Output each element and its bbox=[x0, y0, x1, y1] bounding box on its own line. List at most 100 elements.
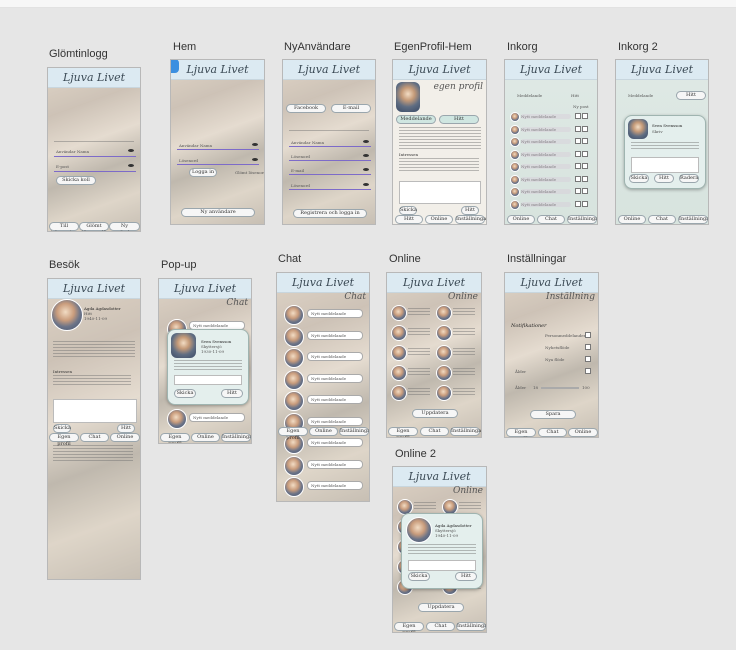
message-bubble[interactable]: Nytt meddelande bbox=[307, 373, 363, 383]
message-bubble[interactable]: Nytt meddelande bbox=[307, 459, 363, 469]
delete-checkbox[interactable] bbox=[582, 150, 588, 157]
popup-input[interactable] bbox=[408, 560, 476, 571]
message-bubble[interactable]: Nytt meddelande bbox=[307, 395, 363, 404]
message-popup[interactable]: Sven Svensson Skriv Skicka Hitt Radera bbox=[624, 115, 706, 189]
username-field[interactable]: Användar Namn bbox=[291, 140, 325, 145]
delete-checkbox[interactable] bbox=[582, 138, 588, 144]
tab-online[interactable]: Online bbox=[507, 215, 535, 224]
tab-online[interactable]: Online bbox=[191, 433, 220, 442]
delete-button[interactable]: Radera bbox=[679, 174, 699, 183]
tab-online[interactable]: Online bbox=[568, 428, 598, 437]
message-row[interactable] bbox=[521, 126, 571, 132]
message-preview[interactable]: Nytt meddelande bbox=[521, 139, 557, 144]
send-button[interactable]: Skicka bbox=[399, 206, 417, 215]
hitt-button[interactable]: Hitt bbox=[455, 572, 477, 581]
user-avatar[interactable] bbox=[391, 345, 407, 361]
tab-own-profile[interactable]: Egen profil bbox=[394, 622, 424, 632]
message-row[interactable] bbox=[521, 114, 571, 119]
send-button[interactable]: Skicka bbox=[629, 174, 649, 183]
reply-input[interactable] bbox=[631, 157, 699, 173]
contact-avatar[interactable] bbox=[284, 305, 304, 325]
user-avatar[interactable] bbox=[436, 385, 452, 401]
contact-avatar[interactable] bbox=[284, 477, 304, 497]
frame-hem[interactable]: Ljuva Livet Användar Namn Lösenord Logga… bbox=[170, 59, 265, 225]
read-checkbox[interactable] bbox=[575, 200, 581, 207]
user-avatar[interactable] bbox=[436, 325, 452, 341]
email-field[interactable]: E-mail bbox=[291, 168, 305, 173]
hitt-button[interactable]: Hitt bbox=[654, 174, 674, 183]
contact-avatar[interactable] bbox=[284, 348, 304, 368]
message-bubble[interactable]: Nytt meddelande bbox=[307, 352, 363, 361]
frame-inkorg2[interactable]: Ljuva Livet Meddelande Hitt Sven Svensso… bbox=[615, 59, 709, 225]
tab-settings[interactable]: Inställningar bbox=[456, 622, 487, 631]
user-avatar[interactable] bbox=[436, 305, 452, 321]
age-checkbox[interactable] bbox=[585, 368, 591, 374]
tab-chat[interactable]: Chat bbox=[426, 622, 455, 631]
message-preview[interactable]: Nytt meddelande bbox=[521, 176, 557, 182]
read-checkbox[interactable] bbox=[575, 125, 581, 132]
eye-icon[interactable] bbox=[363, 168, 369, 171]
read-checkbox[interactable] bbox=[575, 113, 581, 119]
tab-settings[interactable]: Inställningar bbox=[221, 433, 252, 442]
frame-online2[interactable]: Ljuva Livet Online Agda Agdasdotter Skyt… bbox=[392, 466, 487, 633]
message-bubble[interactable]: Nytt meddelande bbox=[307, 438, 363, 447]
read-checkbox[interactable] bbox=[575, 188, 581, 194]
tab-hitt[interactable]: Hitt bbox=[395, 215, 423, 224]
email-field[interactable]: E-post bbox=[56, 164, 69, 169]
message-tab[interactable]: Meddelande bbox=[396, 115, 436, 124]
tab-online[interactable]: Online bbox=[425, 215, 453, 224]
delete-checkbox[interactable] bbox=[582, 188, 588, 194]
send-button[interactable]: Skicka bbox=[408, 572, 430, 581]
email-tab[interactable]: E-mail bbox=[331, 104, 371, 113]
facebook-tab[interactable]: Facebook bbox=[286, 104, 326, 113]
message-preview[interactable]: Nytt meddelande bbox=[521, 189, 557, 194]
tab-own-profile[interactable]: Egen profil bbox=[160, 433, 190, 443]
tab-own-profile[interactable]: Egen profil bbox=[49, 433, 79, 447]
frame-nyanvandare[interactable]: Ljuva Livet Facebook E-mail Användar Nam… bbox=[282, 59, 376, 225]
delete-checkbox[interactable] bbox=[582, 200, 588, 207]
tab-chat[interactable]: Chat bbox=[80, 433, 109, 442]
tab-to-login[interactable]: Till inloggning bbox=[49, 222, 79, 231]
profile-popup[interactable]: Sven Svensson Skyttersjö 1930-11-09 Skic… bbox=[167, 329, 249, 405]
eye-icon[interactable] bbox=[252, 143, 258, 146]
contact-avatar[interactable] bbox=[284, 391, 304, 411]
hitt-tab[interactable]: Hitt bbox=[571, 93, 579, 98]
tab-chat[interactable]: Chat bbox=[420, 427, 449, 436]
message-tab[interactable]: Meddelande bbox=[628, 93, 654, 98]
username-field[interactable]: Användar Namn bbox=[56, 149, 90, 154]
user-avatar[interactable] bbox=[436, 365, 452, 381]
message-row[interactable] bbox=[521, 189, 571, 194]
delete-checkbox[interactable] bbox=[582, 113, 588, 119]
message-bubble[interactable]: Nytt meddelande bbox=[307, 309, 363, 318]
contact-avatar[interactable] bbox=[284, 369, 304, 390]
message-preview[interactable]: Nytt meddelande bbox=[521, 164, 557, 169]
tab-new-user[interactable]: Ny användare bbox=[109, 222, 140, 231]
message-preview[interactable]: Nytt meddelande bbox=[521, 151, 557, 157]
user-avatar[interactable] bbox=[391, 305, 407, 321]
tab-chat[interactable]: Chat bbox=[648, 215, 676, 224]
send-button[interactable]: Skicka koll bbox=[56, 176, 96, 185]
user-avatar[interactable] bbox=[391, 325, 407, 341]
user-avatar[interactable] bbox=[391, 385, 407, 401]
delete-checkbox[interactable] bbox=[582, 175, 588, 182]
password-confirm-field[interactable]: Lösenord bbox=[291, 183, 310, 188]
tab-own-profile[interactable]: Egen profil bbox=[388, 427, 418, 437]
delete-checkbox[interactable] bbox=[582, 163, 588, 169]
message-input[interactable] bbox=[53, 399, 137, 423]
contact-avatar[interactable] bbox=[284, 455, 304, 476]
user-avatar[interactable] bbox=[436, 345, 452, 361]
personal-messages-checkbox[interactable] bbox=[585, 332, 591, 338]
login-button[interactable]: Logga in bbox=[189, 168, 217, 177]
message-bubble[interactable]: Nytt meddelande bbox=[307, 416, 363, 426]
read-checkbox[interactable] bbox=[575, 138, 581, 144]
tab-chat[interactable]: Chat bbox=[537, 215, 565, 224]
tab-settings[interactable]: Inställningar bbox=[567, 215, 598, 224]
message-tab[interactable]: Meddelande bbox=[517, 93, 543, 98]
user-avatar[interactable] bbox=[391, 365, 407, 381]
send-button[interactable]: Skicka bbox=[53, 424, 71, 433]
hitt-tab[interactable]: Hitt bbox=[676, 91, 706, 100]
age-range-slider[interactable] bbox=[541, 387, 579, 389]
tab-own-profile[interactable]: Egen profil bbox=[506, 428, 536, 437]
delete-checkbox[interactable] bbox=[582, 125, 588, 132]
contact-avatar[interactable] bbox=[167, 409, 187, 429]
